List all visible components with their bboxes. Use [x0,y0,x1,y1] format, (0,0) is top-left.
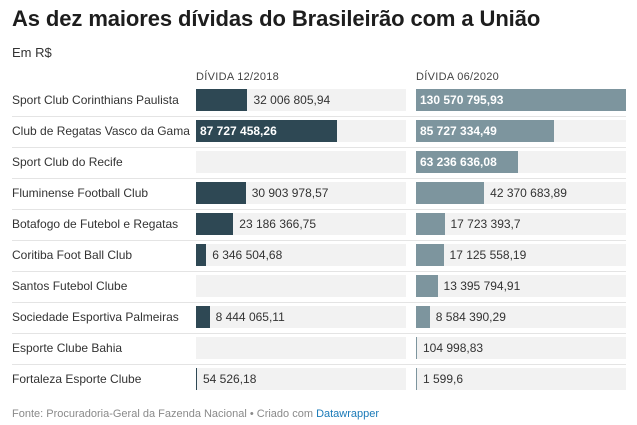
bar-track [416,213,626,235]
bar-track [416,368,626,390]
bar [196,120,338,142]
footer: Fonte: Procuradoria-Geral da Fazenda Nac… [12,408,379,420]
data-label: 63 236 636,08 [420,155,497,169]
data-label: 54 526,18 [203,372,257,386]
source-note: Fonte: Procuradoria-Geral da Fazenda Nac… [12,408,317,420]
bar-track [196,151,406,173]
bar-track [196,275,406,297]
bar-track [196,89,406,111]
row-label: Club de Regatas Vasco da Gama [12,124,190,138]
bar [196,244,207,266]
row-label: Coritiba Foot Ball Club [12,248,133,262]
data-label: 8 444 065,11 [215,310,285,324]
bar [416,244,444,266]
column-header-2018: DÍVIDA 12/2018 [196,71,280,83]
row-divider [12,364,626,365]
data-label: 23 186 366,75 [239,217,317,231]
bar [416,213,445,235]
row-divider [12,240,626,241]
row-divider [12,333,626,334]
row-divider [12,116,626,117]
bar [416,120,554,142]
data-label: 8 584 390,29 [435,310,506,324]
bar [196,182,246,204]
row-divider [12,209,626,210]
data-label: 32 006 805,94 [253,93,331,107]
bar [416,89,626,111]
bar-track [196,337,406,359]
data-label: 13 395 794,91 [443,279,521,293]
data-label: 85 727 334,49 [420,124,497,138]
chart-unit: Em R$ [12,45,52,60]
bar [416,306,430,328]
bar-track [196,213,406,235]
bar [416,151,518,173]
bar [196,89,248,111]
row-label: Esporte Clube Bahia [12,341,123,355]
bar [196,213,234,235]
row-divider [12,147,626,148]
data-label: 87 727 458,26 [200,124,277,138]
row-label: Sport Club Corinthians Paulista [12,93,179,107]
data-label: 42 370 683,89 [490,186,567,200]
data-label: 17 723 393,7 [450,217,521,231]
bar-track [416,275,626,297]
bar [416,337,417,359]
row-label: Santos Futebol Clube [12,279,128,293]
bar-track [196,368,406,390]
bar [196,306,210,328]
bar [416,182,485,204]
row-divider [12,302,626,303]
data-label: 17 125 558,19 [449,248,527,262]
data-label: 6 346 504,68 [212,248,283,262]
bar [416,368,417,390]
data-label: 130 570 795,93 [420,93,504,107]
row-label: Sociedade Esportiva Palmeiras [12,310,179,324]
row-label: Fluminense Football Club [12,186,149,200]
chart-title: As dez maiores dívidas do Brasileirão co… [12,6,541,31]
bar-track [196,244,406,266]
bar [196,368,197,390]
bar-track [416,337,626,359]
row-divider [12,271,626,272]
bar-track [416,244,626,266]
row-divider [12,178,626,179]
bar-track [416,306,626,328]
column-header-2020: DÍVIDA 06/2020 [416,71,500,83]
row-label: Fortaleza Esporte Clube [12,372,142,386]
row-label: Sport Club do Recife [12,155,123,169]
row-label: Botafogo de Futebol e Regatas [12,217,179,231]
bar-track [196,306,406,328]
bar [416,275,438,297]
data-label: 104 998,83 [423,341,484,355]
bar-track [196,182,406,204]
data-label: 30 903 978,57 [251,186,329,200]
datawrapper-link[interactable]: Datawrapper [316,408,380,420]
data-label: 1 599,6 [423,372,464,386]
